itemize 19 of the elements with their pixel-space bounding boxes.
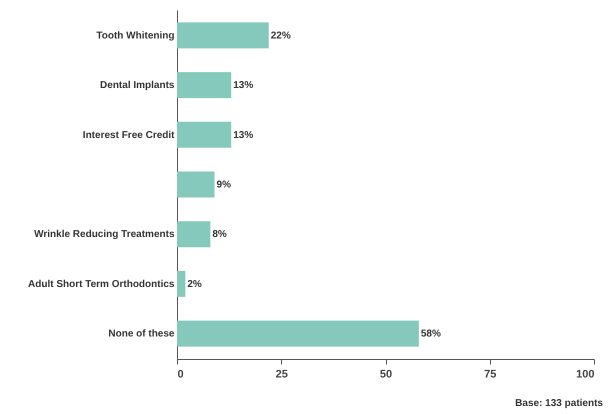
y-tick-label: None of these (108, 328, 175, 340)
data-label: 2% (187, 278, 202, 290)
x-tick-label: 50 (380, 368, 392, 380)
data-label: 13% (233, 80, 254, 92)
text: Base: 133 patients (515, 398, 604, 409)
x-tick-label: 0 (178, 368, 184, 380)
y-tick-label: Interest Free Credit (82, 130, 176, 141)
data-label: 58% (420, 328, 441, 340)
x-tick-label: 75 (484, 368, 496, 380)
data-label: 9% (216, 180, 232, 190)
y-tick-label: Wrinkle Reducing Treatments (34, 229, 175, 240)
x-tick-label: 100 (576, 368, 594, 380)
data-label: 8% (212, 229, 227, 240)
data-label: 22% (270, 30, 291, 42)
data-label: 13% (233, 130, 254, 141)
y-tick-label: Tooth Whitening (96, 30, 174, 42)
x-tick-label: 25 (276, 368, 288, 380)
y-tick-label: Adult Short Term Orthodontics (28, 278, 175, 290)
y-tick-label: Dental Implants (100, 80, 175, 92)
